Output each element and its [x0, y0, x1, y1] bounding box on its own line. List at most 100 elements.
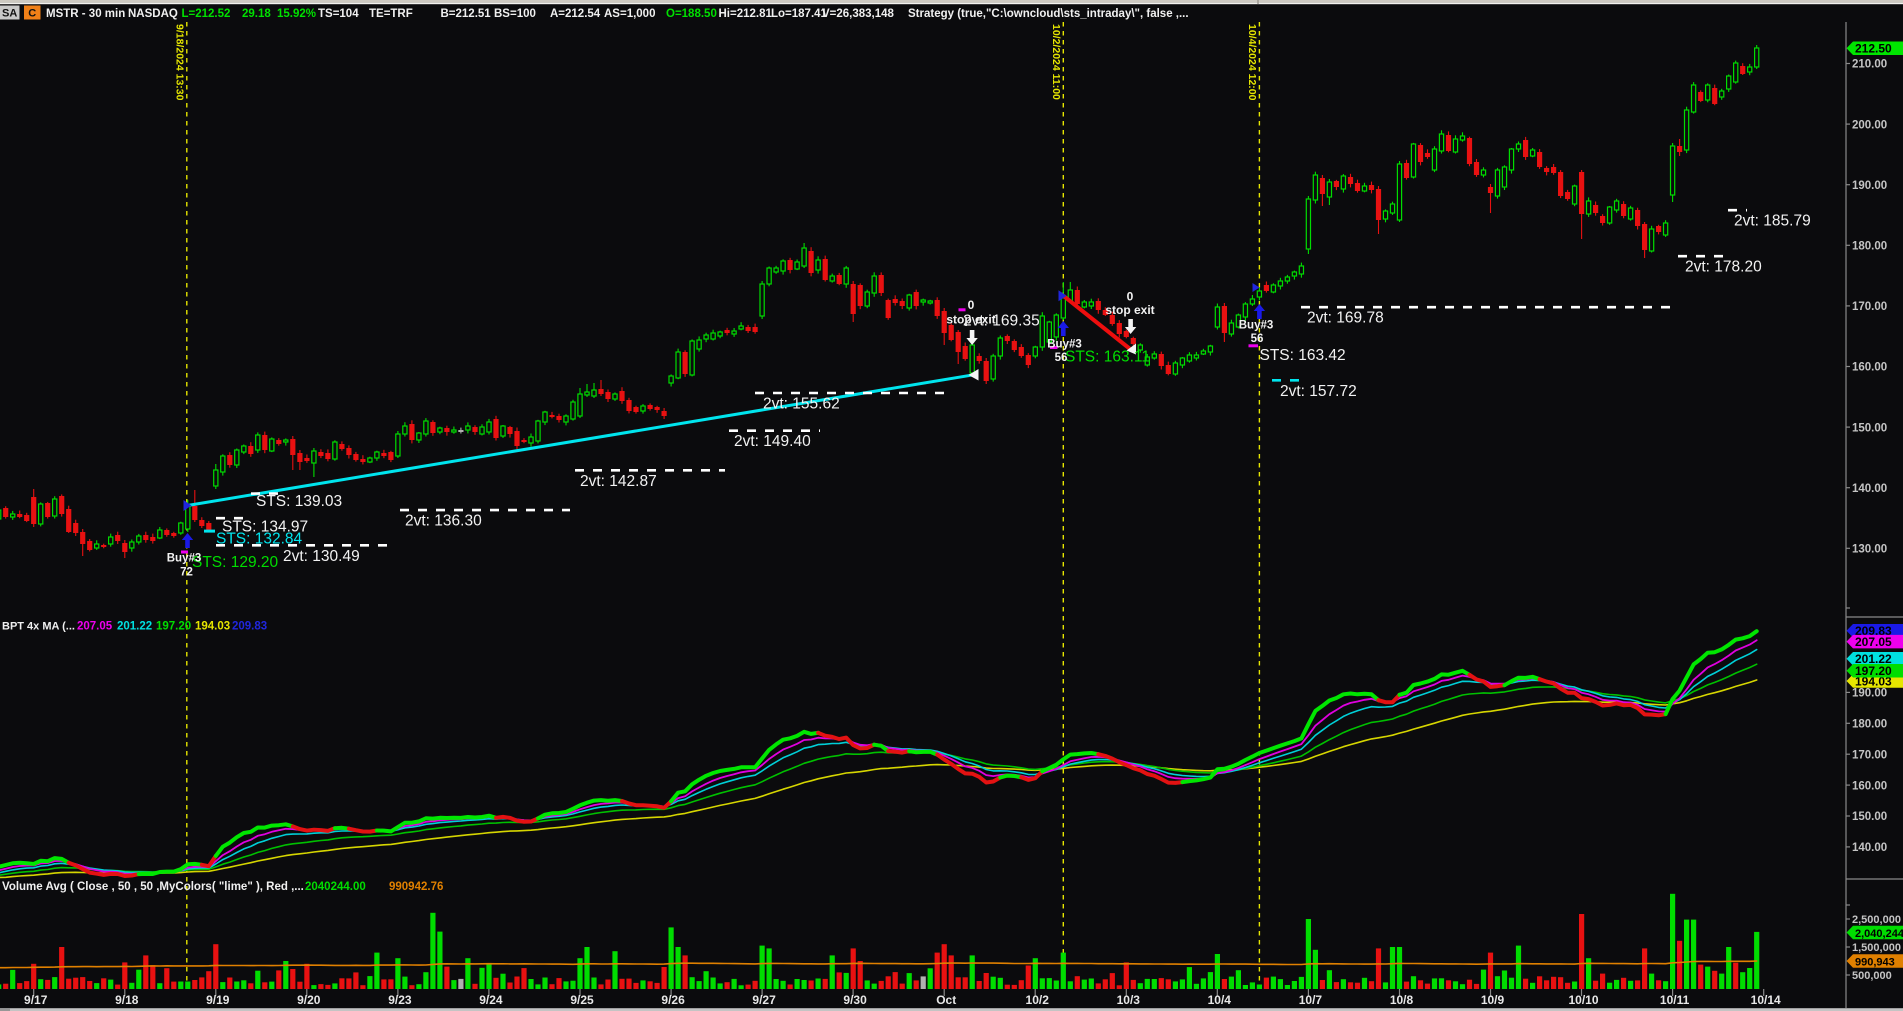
svg-text:Strategy (true,"C:\owncloud\st: Strategy (true,"C:\owncloud\sts_intraday…	[908, 8, 1189, 20]
svg-text:180.00: 180.00	[1852, 719, 1887, 731]
svg-text:2vt: 142.87: 2vt: 142.87	[580, 473, 657, 490]
svg-text:NASDAQ: NASDAQ	[128, 8, 178, 20]
svg-text:209.83: 209.83	[1855, 624, 1892, 638]
svg-text:9/18: 9/18	[115, 993, 139, 1007]
svg-text:2,040,244: 2,040,244	[1855, 928, 1903, 940]
svg-text:990942.76: 990942.76	[389, 881, 443, 893]
svg-text:9/20: 9/20	[297, 993, 321, 1007]
svg-text:9/27: 9/27	[752, 993, 776, 1007]
svg-text:A=212.54: A=212.54	[550, 8, 601, 20]
svg-text:0: 0	[968, 298, 975, 312]
svg-text:212.50: 212.50	[1855, 42, 1892, 56]
svg-text:10/9: 10/9	[1481, 993, 1505, 1007]
svg-text:9/19: 9/19	[206, 993, 230, 1007]
svg-text:L=212.52: L=212.52	[182, 8, 231, 20]
svg-text:9/25: 9/25	[570, 993, 594, 1007]
svg-text:2vt: 149.40: 2vt: 149.40	[734, 433, 811, 450]
svg-text:10/2: 10/2	[1026, 993, 1050, 1007]
svg-text:150.00: 150.00	[1852, 811, 1887, 823]
svg-text:29.18: 29.18	[242, 8, 271, 20]
svg-text:C: C	[28, 8, 36, 20]
svg-text:201.22: 201.22	[1855, 652, 1892, 666]
svg-text:200.00: 200.00	[1852, 119, 1887, 131]
svg-text:TS=104: TS=104	[318, 8, 359, 20]
svg-text:10/10: 10/10	[1568, 993, 1598, 1007]
svg-text:207.05: 207.05	[1855, 635, 1892, 649]
svg-text:190.00: 190.00	[1852, 688, 1887, 700]
svg-text:Buy#3: Buy#3	[1239, 320, 1274, 332]
svg-text:9/23: 9/23	[388, 993, 412, 1007]
svg-text:Buy#3: Buy#3	[167, 553, 202, 565]
svg-text:140.00: 140.00	[1852, 483, 1887, 495]
svg-text:10/4: 10/4	[1208, 993, 1232, 1007]
svg-text:990,943: 990,943	[1855, 956, 1895, 968]
svg-text:10/7: 10/7	[1299, 993, 1323, 1007]
svg-text:AS=1,000: AS=1,000	[604, 8, 655, 20]
svg-text:STS: 163.42: STS: 163.42	[1260, 347, 1346, 364]
svg-text:160.00: 160.00	[1852, 362, 1887, 374]
svg-text:2040244.00: 2040244.00	[305, 881, 366, 893]
svg-text:STS: 134.97: STS: 134.97	[222, 519, 308, 536]
svg-text:BPT 4x MA (...: BPT 4x MA (...	[2, 621, 75, 633]
svg-text:SA: SA	[2, 8, 17, 20]
svg-text:72: 72	[180, 567, 193, 579]
svg-text:V=26,383,148: V=26,383,148	[822, 8, 895, 20]
svg-text:STS: 132.84: STS: 132.84	[216, 531, 303, 548]
svg-text:2vt: 185.79: 2vt: 185.79	[1734, 213, 1811, 230]
svg-text:10/4/2024 12:00: 10/4/2024 12:00	[1246, 24, 1258, 101]
svg-text:BS=100: BS=100	[494, 8, 536, 20]
svg-text:160.00: 160.00	[1852, 780, 1887, 792]
svg-text:170.00: 170.00	[1852, 749, 1887, 761]
svg-text:9/26: 9/26	[661, 993, 685, 1007]
svg-text:130.00: 130.00	[1852, 544, 1887, 556]
svg-text:10/3: 10/3	[1117, 993, 1141, 1007]
svg-text:210.00: 210.00	[1852, 59, 1887, 71]
svg-text:197.20: 197.20	[156, 621, 191, 633]
svg-text:190.00: 190.00	[1852, 180, 1887, 192]
svg-text:STS: 163.11: STS: 163.11	[1065, 349, 1150, 366]
svg-text:2,500,000: 2,500,000	[1852, 914, 1901, 926]
svg-text:10/11: 10/11	[1660, 993, 1690, 1007]
svg-text:2vt: 155.62: 2vt: 155.62	[763, 396, 840, 413]
svg-text:207.05: 207.05	[77, 621, 113, 633]
svg-text:9/18/2024 13:30: 9/18/2024 13:30	[173, 24, 185, 101]
svg-text:Hi=212.81: Hi=212.81	[719, 8, 773, 20]
svg-text:STS: 129.20: STS: 129.20	[192, 554, 279, 571]
svg-text:TE=TRF: TE=TRF	[369, 8, 413, 20]
svg-text:stop exit: stop exit	[1105, 303, 1154, 317]
svg-text:170.00: 170.00	[1852, 301, 1887, 313]
svg-text:2vt: 157.72: 2vt: 157.72	[1280, 383, 1357, 400]
svg-text:150.00: 150.00	[1852, 422, 1887, 434]
svg-text:2vt: 178.20: 2vt: 178.20	[1685, 259, 1762, 276]
svg-text:180.00: 180.00	[1852, 241, 1887, 253]
svg-text:stop exit: stop exit	[946, 313, 995, 327]
svg-text:10/8: 10/8	[1390, 993, 1414, 1007]
svg-text:9/17: 9/17	[24, 993, 48, 1007]
svg-text:Buy#3: Buy#3	[1047, 339, 1082, 351]
svg-text:Oct: Oct	[936, 993, 956, 1007]
svg-text:Volume Avg ( Close , 50 , 50 ,: Volume Avg ( Close , 50 , 50 ,MyColors( …	[2, 881, 304, 893]
svg-text:2vt: 169.35: 2vt: 169.35	[963, 313, 1040, 330]
svg-text:2vt: 169.78: 2vt: 169.78	[1307, 310, 1384, 327]
svg-text:10/2/2024 11:00: 10/2/2024 11:00	[1050, 24, 1062, 100]
svg-text:9/24: 9/24	[479, 993, 503, 1007]
svg-text:0: 0	[1127, 290, 1134, 304]
svg-text:500,000: 500,000	[1852, 970, 1892, 982]
svg-text:209.83: 209.83	[232, 621, 267, 633]
svg-text:201.22: 201.22	[117, 621, 152, 633]
svg-text:2vt: 130.49: 2vt: 130.49	[283, 548, 360, 565]
svg-text:2vt: 136.30: 2vt: 136.30	[405, 513, 482, 530]
svg-text:MSTR - 30 min: MSTR - 30 min	[46, 8, 125, 20]
svg-text:B=212.51: B=212.51	[441, 8, 492, 20]
svg-text:1,500,000: 1,500,000	[1852, 942, 1901, 954]
svg-text:194.03: 194.03	[1855, 674, 1892, 688]
svg-text:56: 56	[1055, 352, 1068, 364]
svg-text:9/30: 9/30	[843, 993, 867, 1007]
svg-text:O=188.50: O=188.50	[666, 8, 717, 20]
svg-text:56: 56	[1251, 333, 1264, 345]
svg-text:197.20: 197.20	[1855, 664, 1892, 678]
svg-text:10/14: 10/14	[1751, 993, 1781, 1007]
svg-text:15.92%: 15.92%	[277, 8, 316, 20]
svg-text:194.03: 194.03	[195, 621, 230, 633]
svg-text:140.00: 140.00	[1852, 842, 1887, 854]
